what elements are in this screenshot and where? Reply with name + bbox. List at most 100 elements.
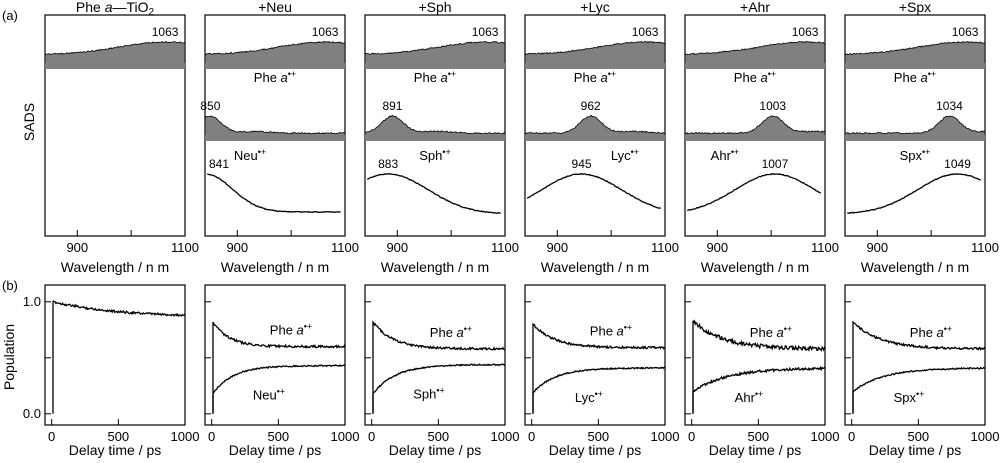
sads-species-label-carotenoid: Ahr•+ xyxy=(711,147,740,163)
kinetics-x-tick-label: 1000 xyxy=(491,429,520,444)
kinetics-axis-frame xyxy=(204,284,346,426)
sads-area-interface-phe-a-tio2 xyxy=(44,40,186,67)
sads-x-tick-label: 1100 xyxy=(971,240,999,255)
svg-text:Phe a•+: Phe a•+ xyxy=(254,69,296,85)
sads-curve-neu xyxy=(207,173,341,214)
panel-label-b: (b) xyxy=(2,278,18,293)
sads-x-axis-label: Wavelength / n m xyxy=(381,259,489,275)
sads-axis-frame xyxy=(44,14,186,237)
panel-label-a: (a) xyxy=(2,8,18,23)
sads-axis-frame xyxy=(684,14,826,237)
kinetics-x-tick-label: 500 xyxy=(427,429,449,444)
svg-text:Spx•+: Spx•+ xyxy=(900,147,931,163)
population-y-axis-label: Population xyxy=(1,324,17,390)
sads-peak-label: 1034 xyxy=(936,99,963,113)
sads-x-tick-label: 900 xyxy=(386,240,408,255)
sads-x-axis-label: Wavelength / n m xyxy=(61,259,169,275)
svg-text:Phe a•+: Phe a•+ xyxy=(894,69,936,85)
kinetics-x-axis-label: Delay time / ps xyxy=(869,442,962,458)
sads-x-tick-label: 900 xyxy=(66,240,88,255)
sads-curve-spx xyxy=(847,172,981,214)
kinetics-axis-frame xyxy=(524,284,666,426)
sads-baseline-band xyxy=(525,63,665,69)
sads-area-phe-cation-neu xyxy=(204,115,346,139)
kinetics-species-label-ahr: Ahr•+ xyxy=(735,389,764,405)
kinetics-x-tick-label: 0 xyxy=(368,429,375,444)
svg-text:Phe a•+: Phe a•+ xyxy=(270,322,312,338)
sads-peak-label: 1063 xyxy=(792,25,819,39)
sads-peak-label: 1007 xyxy=(762,157,789,171)
sads-area-interface-spx xyxy=(844,40,986,67)
svg-text:Phe a•+: Phe a•+ xyxy=(590,323,632,339)
sads-x-tick-label: 900 xyxy=(226,240,248,255)
sads-species-label-carotenoid: Sph•+ xyxy=(419,147,451,163)
population-trace-spx xyxy=(852,366,986,414)
kinetics-panel-neu: 0 500 1000 Delay time / ps Phe a•+ Neu•+ xyxy=(204,284,360,458)
sads-area-phe-cation-ahr xyxy=(684,115,826,139)
sads-baseline-band xyxy=(685,135,825,141)
population-trace-lyc xyxy=(532,366,666,414)
sads-peak-label: 1003 xyxy=(759,99,786,113)
kinetics-y-tick-label: 0.0 xyxy=(23,406,41,421)
sads-x-axis-label: Wavelength / n m xyxy=(861,259,969,275)
kinetics-x-tick-label: 0 xyxy=(208,429,215,444)
svg-text:Lyc•+: Lyc•+ xyxy=(611,147,639,163)
kinetics-species-label-neu: Neu•+ xyxy=(253,387,285,403)
kinetics-species-label-phe-a: Phe a•+ xyxy=(270,322,312,338)
kinetics-x-tick-label: 1000 xyxy=(331,429,360,444)
sads-baseline-band xyxy=(525,135,665,141)
svg-text:Ahr•+: Ahr•+ xyxy=(735,389,764,405)
sads-area-interface-ahr xyxy=(684,40,826,67)
sads-area-phe-cation-lyc xyxy=(524,114,666,139)
svg-text:Neu•+: Neu•+ xyxy=(253,387,285,403)
svg-text:Phe a•+: Phe a•+ xyxy=(734,69,776,85)
sads-curve-sph xyxy=(366,173,501,214)
kinetics-axis-frame xyxy=(364,284,506,426)
kinetics-species-label-phe-a: Phe a•+ xyxy=(910,324,952,340)
sads-curve-ahr xyxy=(686,173,822,212)
column-title: +Sph xyxy=(418,0,451,15)
column-title: +Neu xyxy=(258,0,292,15)
sads-peak-label: 1063 xyxy=(152,25,179,39)
sads-x-tick-label: 1100 xyxy=(811,240,839,255)
sads-peak-label: 1063 xyxy=(472,25,499,39)
kinetics-x-axis-label: Delay time / ps xyxy=(709,442,802,458)
sads-species-label-carotenoid: Lyc•+ xyxy=(611,147,639,163)
kinetics-x-tick-label: 0 xyxy=(688,429,695,444)
sads-peak-label: 883 xyxy=(378,157,398,171)
svg-text:Phe a•+: Phe a•+ xyxy=(574,69,616,85)
sads-species-label-carotenoid: Neu•+ xyxy=(234,147,266,163)
sads-peak-label: 1063 xyxy=(952,25,979,39)
kinetics-x-tick-label: 500 xyxy=(907,429,929,444)
sads-x-tick-label: 900 xyxy=(546,240,568,255)
kinetics-axis-frame xyxy=(44,284,186,426)
sads-axis-frame xyxy=(524,14,666,237)
sads-x-axis-label: Wavelength / n m xyxy=(221,259,329,275)
sads-species-label-phe: Phe a•+ xyxy=(414,69,456,85)
population-trace-phe-a xyxy=(372,320,506,414)
sads-peak-label: 962 xyxy=(581,99,601,113)
kinetics-panel-sph: 0 500 1000 Delay time / ps Phe a•+ Sph•+ xyxy=(364,284,520,458)
sads-area-interface-sph xyxy=(364,40,506,67)
sads-peak-label: 1049 xyxy=(944,157,971,171)
kinetics-x-axis-label: Delay time / ps xyxy=(69,442,162,458)
kinetics-x-tick-label: 500 xyxy=(747,429,769,444)
sads-peak-label: 1063 xyxy=(312,25,339,39)
sads-y-axis-label: SADS xyxy=(21,103,37,141)
svg-text:Sph•+: Sph•+ xyxy=(419,147,451,163)
sads-baseline-band xyxy=(845,63,985,69)
kinetics-x-tick-label: 0 xyxy=(528,429,535,444)
column-title: +Lyc xyxy=(580,0,609,15)
svg-text:Phe a•+: Phe a•+ xyxy=(750,324,792,340)
sads-baseline-band xyxy=(365,63,505,69)
kinetics-panel-lyc: 0 500 1000 Delay time / ps Phe a•+ Lyc•+ xyxy=(524,284,679,458)
kinetics-species-label-lyc: Lyc•+ xyxy=(575,389,603,405)
sads-area-phe-cation-sph xyxy=(364,115,506,139)
sads-baseline-band xyxy=(845,135,985,141)
kinetics-axis-frame xyxy=(844,284,986,426)
